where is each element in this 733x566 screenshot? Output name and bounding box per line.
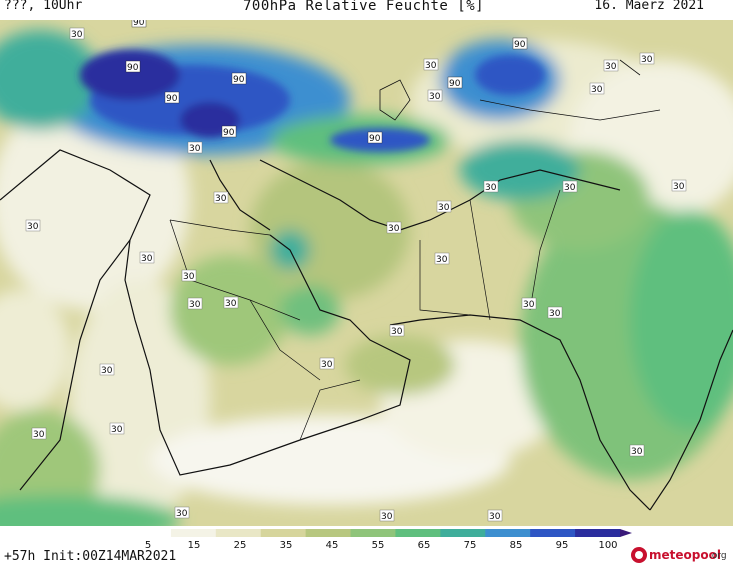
- meteopool-logo[interactable]: meteopool .org: [631, 547, 731, 565]
- contour-label: 30: [564, 183, 576, 193]
- color-scale-segment: [485, 529, 531, 537]
- contour-label: 30: [631, 447, 643, 457]
- contour-label: 90: [127, 63, 139, 73]
- color-scale-tick: 5: [144, 540, 152, 551]
- contour-label: 30: [591, 85, 603, 95]
- color-scale-tick: 95: [555, 540, 569, 551]
- color-scale-tick: 85: [509, 540, 523, 551]
- contour-label: 30: [391, 327, 403, 337]
- color-scale-tick: 25: [233, 540, 247, 551]
- contour-label: 30: [189, 144, 201, 154]
- color-scale: [126, 529, 632, 537]
- contour-label: 30: [215, 194, 227, 204]
- contour-label: 30: [71, 30, 83, 40]
- contour-label: 30: [189, 300, 201, 310]
- humidity-peaks: [80, 50, 545, 152]
- color-scale-segment: [440, 529, 486, 537]
- color-scale-arrow: [620, 529, 632, 537]
- contour-label: 90: [233, 75, 245, 85]
- color-scale-segment: [126, 529, 172, 537]
- contour-label: 30: [176, 509, 188, 519]
- contour-label: 30: [673, 182, 685, 192]
- color-scale-tick: 65: [417, 540, 431, 551]
- contour-labels: 30 30 30 30 30 30 30 30 30 30 30 30 30 3…: [25, 20, 687, 522]
- lakes: [379, 59, 641, 121]
- contour-label: 30: [605, 62, 617, 72]
- color-scale-segment: [350, 529, 396, 537]
- header-bar: ???, 10Uhr 700hPa Relative Feuchte [%] 1…: [0, 0, 733, 20]
- contour-label: 90: [223, 128, 235, 138]
- color-scale-tick: 55: [371, 540, 385, 551]
- contour-label: 30: [485, 183, 497, 193]
- color-scale-tick: 35: [279, 540, 293, 551]
- color-scale-segment: [170, 529, 217, 537]
- contour-label: 90: [369, 134, 381, 144]
- color-scale-segment: [575, 529, 621, 537]
- logo-icon: [631, 547, 647, 563]
- contour-label: 30: [33, 430, 45, 440]
- contour-label: 30: [101, 366, 113, 376]
- coastlines: [0, 149, 733, 511]
- contour-label: 30: [183, 272, 195, 282]
- contour-label: 30: [111, 425, 123, 435]
- contour-label: 30: [438, 203, 450, 213]
- logo-text: meteopool: [649, 548, 721, 562]
- contour-label: 30: [523, 300, 535, 310]
- contour-label: 90: [166, 94, 178, 104]
- humidity-map: 30 30 30 30 30 30 30 30 30 30 30 30 30 3…: [0, 20, 733, 526]
- contour-label: 30: [225, 299, 237, 309]
- country-borders: [169, 99, 661, 441]
- color-scale-tick: 75: [463, 540, 477, 551]
- color-scale-segment: [305, 529, 352, 537]
- contour-label: 30: [425, 61, 437, 71]
- contour-label: 30: [381, 512, 393, 522]
- contour-label: 30: [27, 222, 39, 232]
- color-scale-segment: [530, 529, 576, 537]
- logo-tld: .org: [709, 551, 727, 561]
- legend-bar: 5 15 25 35 45 55 65 75 85 95 100 +57h Init:00Z14MA…: [0, 527, 733, 566]
- contour-label: 90: [449, 79, 461, 89]
- color-scale-tick: 15: [187, 540, 201, 551]
- forecast-date-label: 16. Maerz 2021: [594, 0, 704, 13]
- contour-label: 30: [321, 360, 333, 370]
- init-time-label: +57h Init:00Z14MAR2021: [4, 549, 177, 564]
- map-title: 700hPa Relative Feuchte [%]: [243, 0, 485, 14]
- contour-label: 30: [141, 254, 153, 264]
- contour-label: 30: [641, 55, 653, 65]
- contour-label: 30: [436, 255, 448, 265]
- contour-label: 90: [514, 40, 526, 50]
- color-scale-tick: 45: [325, 540, 339, 551]
- contour-label: 30: [489, 512, 501, 522]
- forecast-time-label: ???, 10Uhr: [4, 0, 83, 13]
- contour-label: 30: [429, 92, 441, 102]
- color-scale-segment: [395, 529, 441, 537]
- color-scale-segment: [260, 529, 307, 537]
- color-scale-segment: [215, 529, 262, 537]
- contour-label: 90: [133, 20, 145, 28]
- contour-label: 30: [549, 309, 561, 319]
- contour-label: 30: [388, 224, 400, 234]
- color-scale-tick: 100: [598, 540, 618, 551]
